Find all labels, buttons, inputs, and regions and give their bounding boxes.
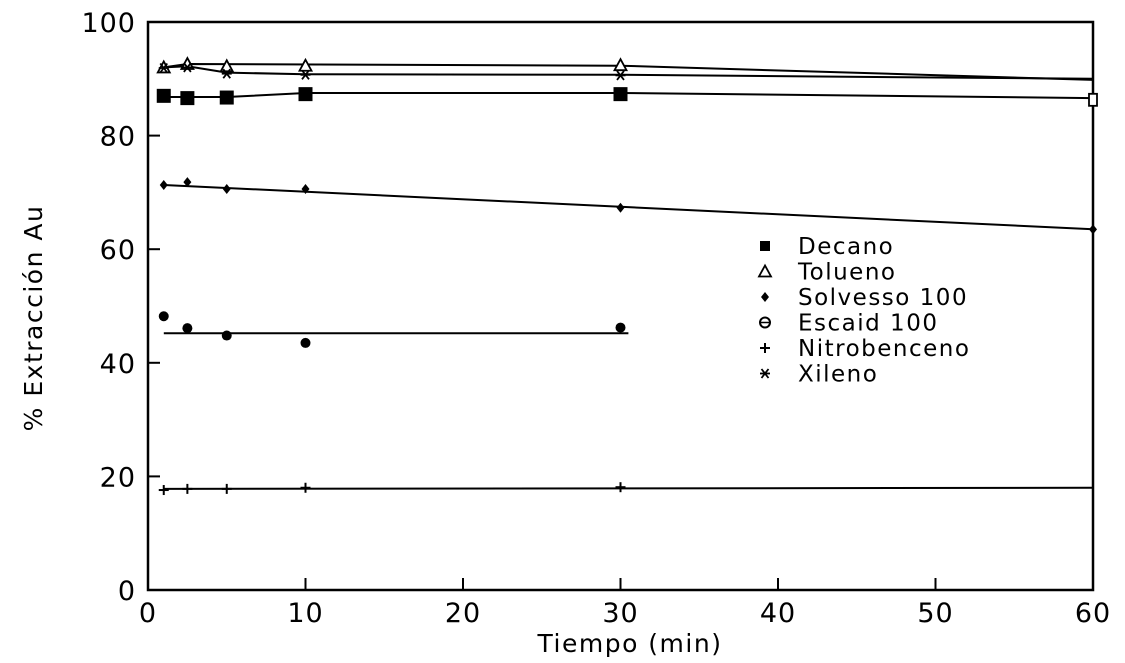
data-point-xileno bbox=[158, 62, 169, 74]
y-axis-title: % Extracción Au bbox=[19, 205, 48, 432]
data-point-solvesso-100 bbox=[159, 180, 168, 191]
data-point-decano bbox=[298, 87, 313, 102]
y-tick-label: 40 bbox=[100, 349, 136, 380]
data-point-nitrobenceno bbox=[300, 482, 311, 493]
fit-line-solvesso-100 bbox=[163, 184, 1094, 231]
data-point-escaid-100 bbox=[182, 323, 193, 334]
data-point-xileno bbox=[300, 69, 311, 80]
legend-marker-escaid-100 bbox=[759, 316, 771, 329]
x-axis-title: Tiempo (min) bbox=[537, 629, 723, 658]
legend-label-nitrobenceno: Nitrobenceno bbox=[798, 336, 970, 362]
data-point-tolueno bbox=[612, 57, 629, 72]
legend-label-decano: Decano bbox=[798, 234, 894, 260]
data-point-xileno bbox=[182, 62, 193, 73]
data-point-decano bbox=[613, 87, 628, 102]
data-point-escaid-100 bbox=[158, 311, 169, 322]
data-point-nitrobenceno bbox=[615, 482, 626, 493]
data-point-xileno bbox=[221, 68, 232, 79]
data-point-nitrobenceno bbox=[221, 483, 232, 494]
data-point-nitrobenceno bbox=[158, 485, 169, 496]
x-tick-label: 60 bbox=[1075, 598, 1111, 629]
data-point-decano bbox=[1088, 92, 1098, 107]
x-tick-label: 40 bbox=[760, 598, 796, 629]
data-point-solvesso-100 bbox=[183, 177, 192, 188]
legend-label-solvesso-100: Solvesso 100 bbox=[798, 285, 968, 311]
legend-marker-xileno bbox=[760, 368, 770, 379]
x-tick-label: 10 bbox=[287, 598, 323, 629]
data-point-nitrobenceno bbox=[182, 483, 193, 494]
legend-marker-tolueno bbox=[757, 263, 773, 278]
data-point-decano bbox=[219, 90, 234, 105]
y-tick-label: 20 bbox=[100, 462, 136, 493]
y-tick-label: 60 bbox=[100, 235, 136, 266]
y-tick-label: 80 bbox=[100, 122, 136, 153]
data-point-escaid-100 bbox=[221, 330, 232, 341]
x-tick-label: 0 bbox=[139, 598, 157, 629]
data-point-tolueno bbox=[219, 58, 235, 73]
fit-line-nitrobenceno bbox=[163, 486, 1094, 490]
fit-line-tolueno bbox=[163, 62, 1094, 81]
x-tick-label: 50 bbox=[917, 598, 953, 629]
x-tick-label: 30 bbox=[602, 598, 638, 629]
data-point-escaid-100 bbox=[615, 322, 626, 333]
data-point-solvesso-100 bbox=[1089, 224, 1097, 235]
legend-marker-decano bbox=[760, 241, 770, 251]
data-point-tolueno bbox=[297, 57, 314, 72]
legend-label-xileno: Xileno bbox=[798, 362, 878, 388]
data-point-solvesso-100 bbox=[301, 183, 310, 194]
y-tick-label: 0 bbox=[118, 576, 136, 607]
legend-marker-solvesso-100 bbox=[761, 292, 769, 302]
data-point-xileno bbox=[615, 70, 626, 81]
data-point-decano bbox=[156, 88, 171, 103]
legend-label-tolueno: Tolueno bbox=[797, 260, 896, 286]
data-point-solvesso-100 bbox=[616, 202, 625, 213]
legend-marker-nitrobenceno bbox=[760, 343, 770, 353]
x-tick-label: 20 bbox=[445, 598, 481, 629]
data-point-decano bbox=[180, 91, 195, 106]
data-point-solvesso-100 bbox=[222, 183, 231, 194]
y-tick-label: 100 bbox=[81, 8, 136, 39]
legend-label-escaid-100: Escaid 100 bbox=[798, 311, 938, 337]
data-point-escaid-100 bbox=[300, 337, 311, 348]
